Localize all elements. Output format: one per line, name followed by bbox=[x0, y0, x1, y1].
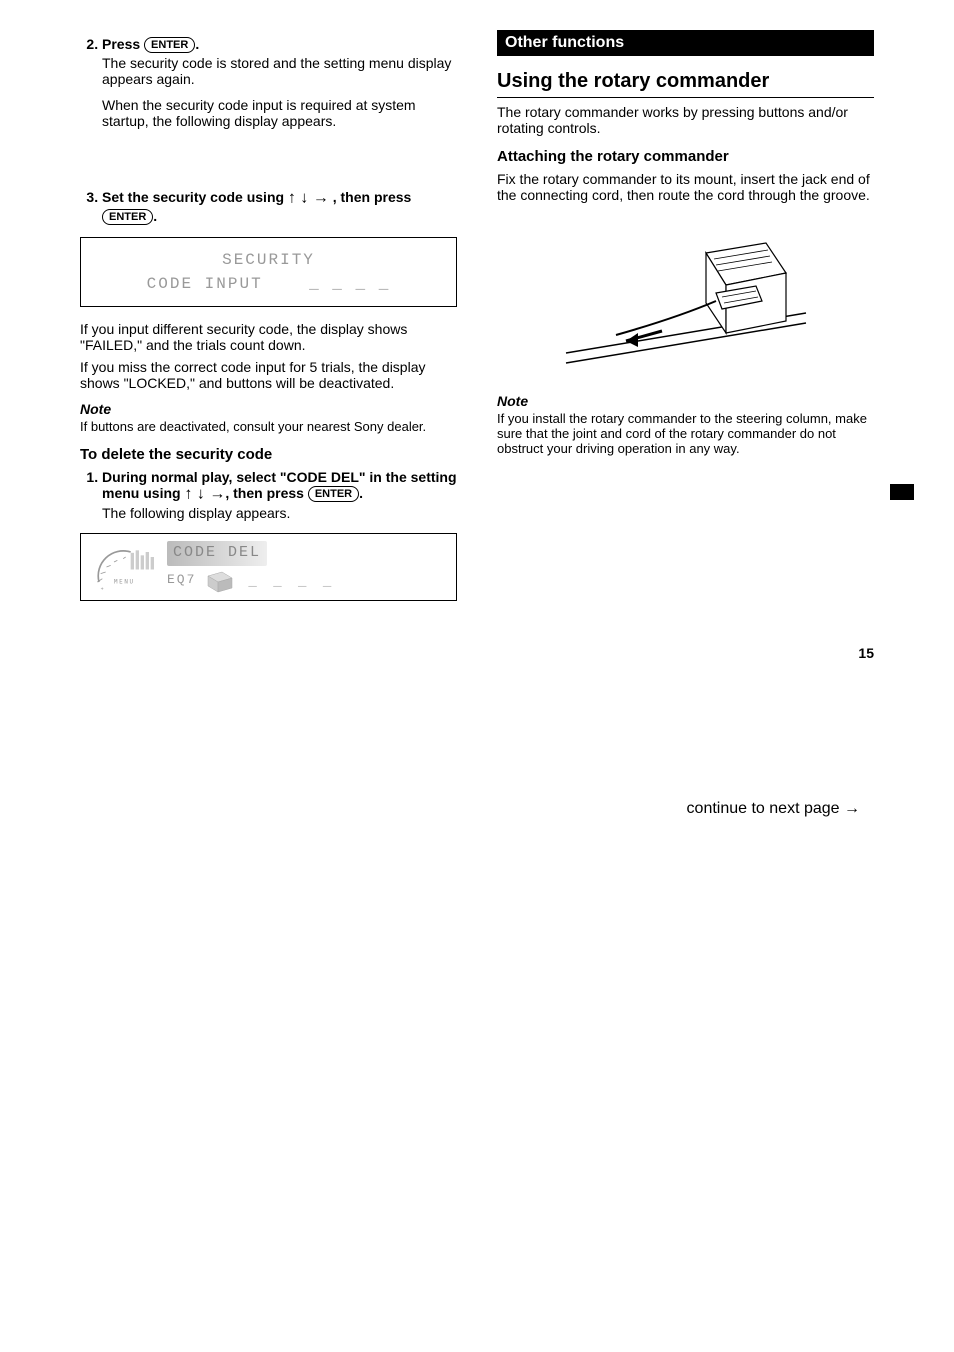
del-step1-end: . bbox=[359, 485, 363, 501]
trials-para2: If you miss the correct code input for 5… bbox=[80, 359, 457, 391]
lcd2-label: CODE DEL bbox=[167, 541, 267, 566]
trials-para1: If you input different security code, th… bbox=[80, 321, 457, 353]
right-column: Other functions Using the rotary command… bbox=[497, 30, 874, 615]
continue-text: continue to next page → bbox=[687, 800, 860, 817]
step2-lead: Press bbox=[102, 36, 144, 52]
rotary-intro: The rotary commander works by pressing b… bbox=[497, 104, 874, 136]
attach-body: Fix the rotary commander to its mount, i… bbox=[497, 171, 874, 203]
box-icon bbox=[202, 566, 236, 594]
lcd-security-display: SECURITY CODE INPUT _ _ _ _ bbox=[80, 237, 457, 307]
rotary-commander-title: Using the rotary commander bbox=[497, 70, 874, 98]
lcd-code-del-display: + MENU CODE DEL EQ7 bbox=[80, 533, 457, 601]
step2-body2: When the security code input is required… bbox=[102, 97, 457, 129]
enter-button-label-2: ENTER bbox=[102, 209, 153, 225]
step-2: Press ENTER. The security code is stored… bbox=[102, 36, 457, 129]
lcd1-line1: SECURITY bbox=[95, 248, 442, 272]
gauge-icon: + MENU bbox=[89, 542, 159, 592]
step2-body1: The security code is stored and the sett… bbox=[102, 55, 457, 87]
left-column: Press ENTER. The security code is stored… bbox=[80, 30, 457, 615]
page-number: 15 bbox=[80, 645, 874, 661]
lcd1-dashes: _ _ _ _ bbox=[309, 275, 390, 293]
step3-lead: Set the security code using bbox=[102, 189, 288, 205]
enter-button-label-3: ENTER bbox=[308, 486, 359, 502]
note-head-left: Note bbox=[80, 401, 457, 417]
continue-arrow: continue to next page → bbox=[687, 800, 860, 818]
svg-text:+: + bbox=[101, 586, 106, 592]
note-body-right: If you install the rotary commander to t… bbox=[497, 411, 874, 456]
del-step1-body: The following display appears. bbox=[102, 505, 457, 521]
connector-figure bbox=[497, 223, 874, 383]
del-step-1: During normal play, select "CODE DEL" in… bbox=[102, 469, 457, 521]
lcd1-line2: CODE INPUT bbox=[147, 275, 263, 293]
steps-list-main: Press ENTER. The security code is stored… bbox=[80, 36, 457, 225]
enter-button-label: ENTER bbox=[144, 37, 195, 53]
step2-after: . bbox=[195, 36, 199, 52]
lcd2-sub: EQ7 bbox=[167, 570, 196, 590]
step-3: Set the security code using ↑ ↓ → , then… bbox=[102, 189, 457, 225]
updownright-icon: ↑ ↓ → bbox=[288, 190, 329, 207]
del-step1-mid: , then press bbox=[225, 485, 307, 501]
step3-mid: , then press bbox=[333, 189, 412, 205]
step3-end: . bbox=[153, 208, 157, 224]
other-functions-bar: Other functions bbox=[497, 30, 874, 56]
delete-code-title: To delete the security code bbox=[80, 446, 457, 463]
updownright-icon-2: ↑ ↓ → bbox=[184, 485, 225, 502]
edge-tab bbox=[890, 484, 914, 500]
attach-title: Attaching the rotary commander bbox=[497, 148, 874, 165]
lcd2-menu: MENU bbox=[114, 580, 135, 586]
lcd2-dashes: _ _ _ _ bbox=[248, 572, 335, 593]
note-body-left: If buttons are deactivated, consult your… bbox=[80, 419, 457, 434]
note-head-right: Note bbox=[497, 393, 874, 409]
delete-steps: During normal play, select "CODE DEL" in… bbox=[80, 469, 457, 521]
